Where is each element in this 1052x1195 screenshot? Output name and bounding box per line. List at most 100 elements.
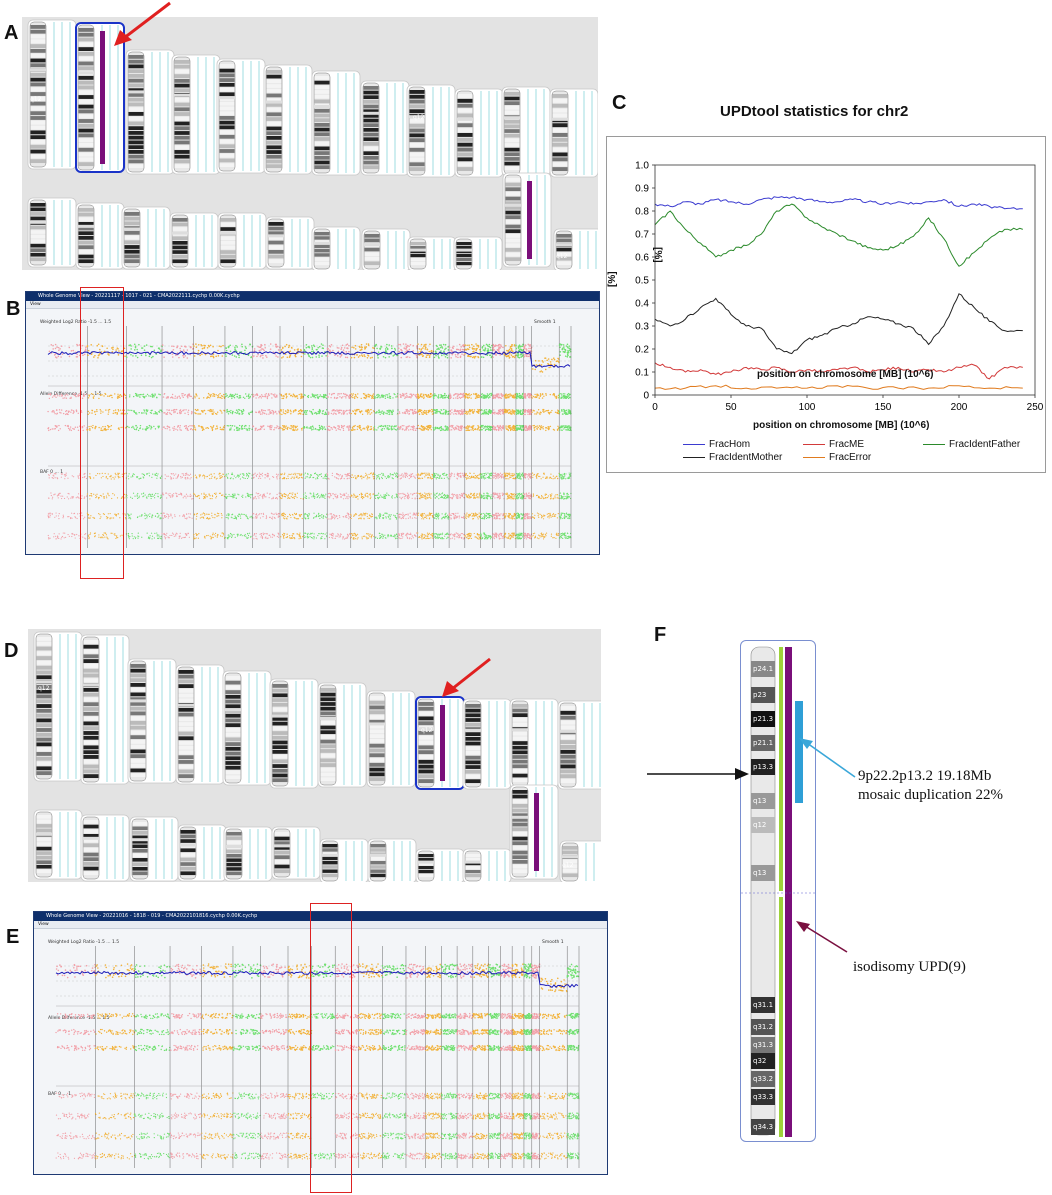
genome-view-b: Whole Genome View - 20221117 - 1017 - 02… (25, 291, 600, 555)
ideogram-band-label: q34.3 (753, 1123, 774, 1131)
chromosome-23 (502, 172, 552, 268)
chromosome-11 (501, 86, 551, 177)
chromosome-18 (265, 216, 315, 270)
chromosome-14 (75, 202, 125, 270)
y-tick-label: 1.0 (635, 161, 649, 172)
ideogram-f-frame: p24.1 p23 p21.3 p21.1 p13.3 q13 q12 q13 q31.1 q31… (740, 640, 816, 1142)
karyogram-a-chromosomes (27, 19, 603, 272)
panel-label-b: B (6, 298, 21, 320)
chromosome-12 (557, 700, 607, 790)
ideogram-band (751, 817, 775, 833)
legend-swatch (683, 457, 705, 458)
ideogram-band-label: q31.1 (753, 1001, 774, 1009)
series-line-FracME (654, 362, 1023, 380)
genome-view-b-track2-label: Allele Difference -1.5 ... 1.5 (40, 392, 102, 397)
chromosome-8 (366, 690, 416, 788)
karyogram-d-band-label-chrY: q12 (562, 862, 574, 869)
red-arrow-a (114, 1, 171, 46)
y-tick-label: 0.2 (635, 345, 649, 356)
legend-label: FracHom (709, 439, 751, 450)
legend-label: FracError (829, 452, 872, 463)
legend-label: FracME (829, 439, 864, 450)
ideogram-band (751, 1119, 775, 1135)
upd-bar (785, 647, 792, 1137)
x-tick-label: 150 (875, 402, 892, 413)
ideogram-band-label: p23 (753, 691, 767, 699)
ideogram-band-label: q32 (753, 1057, 767, 1065)
genome-view-e-track3-label: BAF 0 ... 1 (48, 1092, 72, 1097)
karyogram-a: q12 q12 q12 (22, 17, 603, 272)
chart-inner-x-label: position on chromosome [MB] (10^6) (757, 369, 934, 380)
ideogram-band (751, 1019, 775, 1035)
legend-item: FracIdentMother (683, 452, 782, 463)
black-arrow-f (647, 768, 749, 780)
karyogram-d-band-label-chr9: q12 (421, 727, 433, 734)
chromosome-22 (453, 236, 503, 272)
ideogram-band-label: p21.3 (753, 715, 774, 723)
chromosome-19 (311, 226, 361, 272)
chromosome-18 (271, 826, 321, 880)
ideogram-band-label: q33.2 (753, 1075, 774, 1083)
chart-inner-y-label: [%] (652, 247, 663, 263)
chromosome-2 (75, 22, 125, 173)
y-tick-label: 0 (643, 391, 649, 402)
chromosome-1 (33, 631, 83, 782)
annotation-duplication-line2: mosaic duplication 22% (858, 787, 1003, 803)
red-arrow-d (442, 657, 491, 697)
genome-view-e-smooth-label: Smooth 1 (542, 940, 564, 945)
series-line-FracError (654, 384, 1023, 390)
annotation-duplication-line1: 9p22.2p13.2 19.18Mb (858, 768, 992, 784)
chromosome-16 (177, 824, 227, 882)
genome-view-b-menu[interactable]: View (26, 301, 599, 309)
duplication-bar (795, 701, 803, 803)
panel-label-e: E (6, 926, 20, 948)
legend-swatch (803, 457, 825, 458)
karyogram-a-band-label-chrY: q12 (556, 253, 568, 260)
chromosome-4 (175, 664, 225, 785)
ideogram-band (751, 687, 775, 703)
ideogram-band-label: q33.3 (753, 1093, 774, 1101)
chart-title: UPDtool statistics for chr2 (720, 103, 909, 120)
karyogram-a-band-label-chr1: q12 (30, 96, 42, 103)
legend-item: FracIdentFather (923, 439, 1020, 450)
genome-view-b-titlebar: Whole Genome View - 20221117 - 1017 - 02… (26, 292, 599, 301)
x-tick-label: 0 (652, 402, 658, 413)
ideogram-band (751, 1037, 775, 1053)
blue-arrow-f (799, 738, 856, 778)
y-tick-label: 0.5 (635, 276, 649, 287)
chart-c-svg: 0 0.1 0.2 0.3 0.4 0.5 0.6 0.7 0.8 0.9 1.0 0 50 100 150… (635, 161, 1044, 414)
x-tick-label: 250 (1027, 402, 1044, 413)
chromosome-10 (454, 88, 504, 178)
chromosome-13 (27, 197, 77, 268)
ideogram-band (751, 865, 775, 881)
chromosome-19 (319, 838, 369, 884)
ideogram-band-label: q31.2 (753, 1023, 774, 1031)
chromosome-2 (80, 634, 130, 785)
chromosome-11 (509, 698, 559, 789)
genome-view-b-smooth-label: Smooth 1 (534, 320, 556, 325)
x-tick-label: 200 (951, 402, 968, 413)
chromosome-13 (33, 809, 83, 880)
ideogram-band-label: q13 (753, 797, 767, 805)
chromosome-10 (462, 698, 512, 790)
chromosome-20 (367, 838, 417, 884)
series-line-FracIdentMother (654, 293, 1023, 355)
genome-view-b-track1-label: Weighted Log2 Ratio -1.5 ... 1.5 (40, 320, 112, 325)
chromosome-1 (27, 19, 77, 170)
chromosome-9 (406, 84, 456, 178)
ideogram-band-label: p21.1 (753, 739, 774, 747)
genome-view-e-track2-label: Allele Difference -1.5 ... 1.5 (48, 1016, 110, 1021)
ideogram-band-label: p24.1 (753, 665, 774, 673)
chromosome-17 (217, 212, 267, 270)
annotation-upd: isodisomy UPD(9) (853, 959, 966, 975)
y-tick-label: 0.3 (635, 322, 649, 333)
karyogram-a-band-label-chr9: q12 (413, 114, 425, 121)
ideogram-band-label: q12 (753, 821, 767, 829)
y-tick-label: 0.6 (635, 253, 649, 264)
panel-label-a: A (4, 22, 19, 44)
legend-label: FracIdentMother (709, 452, 783, 463)
genome-view-e-menu[interactable]: View (34, 921, 607, 929)
ideogram-band (751, 1089, 775, 1105)
karyogram-d-chromosomes (33, 631, 609, 884)
chromosome-14 (80, 814, 130, 882)
